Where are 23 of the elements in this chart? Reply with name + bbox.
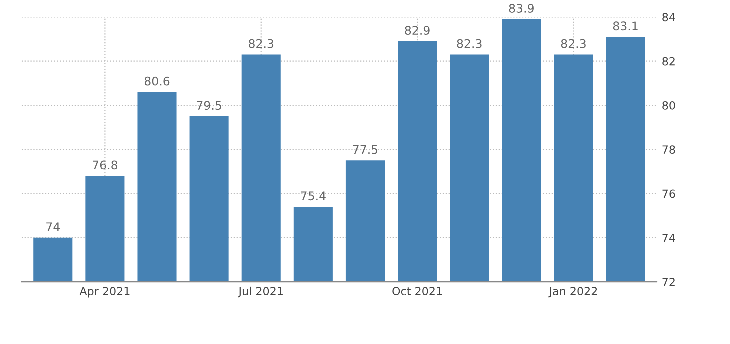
x-tick-label: Apr 2021 [80,287,130,298]
data-label: 83.9 [509,4,534,13]
y-tick-label: 82 [662,57,675,66]
data-label: 77.5 [353,145,378,154]
data-label: 80.6 [144,76,170,86]
data-label: 76.8 [93,160,118,170]
y-tick-label: 74 [662,234,676,242]
data-label: 74 [46,222,60,232]
data-label: 82.3 [457,39,482,48]
data-label: 75.4 [301,192,326,201]
x-tick-label: Jul 2021 [238,286,283,298]
y-tick-label: 80 [662,101,676,110]
data-label: 83.1 [613,22,638,31]
y-tick-label: 78 [662,146,676,154]
data-label: 82.9 [405,26,430,36]
data-label: 79.5 [197,101,222,110]
y-tick-label: 72 [662,278,675,286]
y-tick-label: 84 [662,13,676,22]
x-tick-label: Jan 2022 [548,287,598,298]
x-tick-label: Oct 2021 [392,287,442,296]
data-label: 82.3 [249,39,274,48]
data-label: 82.3 [561,39,586,48]
y-tick-label: 76 [662,190,676,198]
